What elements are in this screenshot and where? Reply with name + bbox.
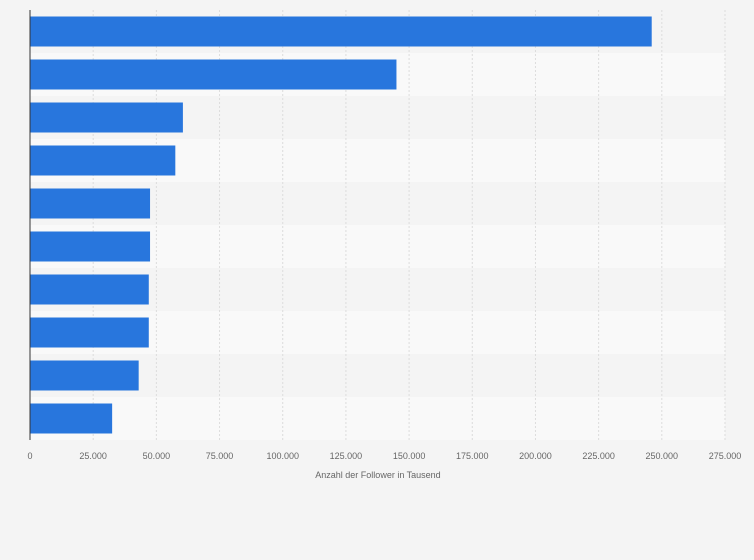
row-band <box>30 354 725 397</box>
x-tick-label: 0 <box>27 451 32 461</box>
bar <box>30 231 151 262</box>
bar <box>30 59 397 90</box>
bar <box>30 274 149 305</box>
row-band <box>30 397 725 440</box>
bar <box>30 188 151 219</box>
x-tick-label: 250.000 <box>646 451 679 461</box>
x-tick-label: 125.000 <box>330 451 363 461</box>
x-tick-label: 100.000 <box>266 451 299 461</box>
bar <box>30 16 652 47</box>
x-axis-title: Anzahl der Follower in Tausend <box>315 470 440 480</box>
x-tick-label: 200.000 <box>519 451 552 461</box>
x-tick-label: 275.000 <box>709 451 742 461</box>
x-tick-label: 25.000 <box>79 451 107 461</box>
bar <box>30 102 183 133</box>
x-tick-label: 175.000 <box>456 451 489 461</box>
x-tick-label: 75.000 <box>206 451 234 461</box>
bars <box>30 16 652 434</box>
bar <box>30 317 149 348</box>
x-tick-labels: 0 25.000 50.000 75.000 100.000 125.000 150.000… <box>27 451 741 461</box>
bar <box>30 145 176 176</box>
x-tick-label: 150.000 <box>393 451 426 461</box>
bar <box>30 360 139 391</box>
x-tick-label: 50.000 <box>143 451 171 461</box>
x-tick-label: 225.000 <box>582 451 615 461</box>
bar <box>30 403 113 434</box>
